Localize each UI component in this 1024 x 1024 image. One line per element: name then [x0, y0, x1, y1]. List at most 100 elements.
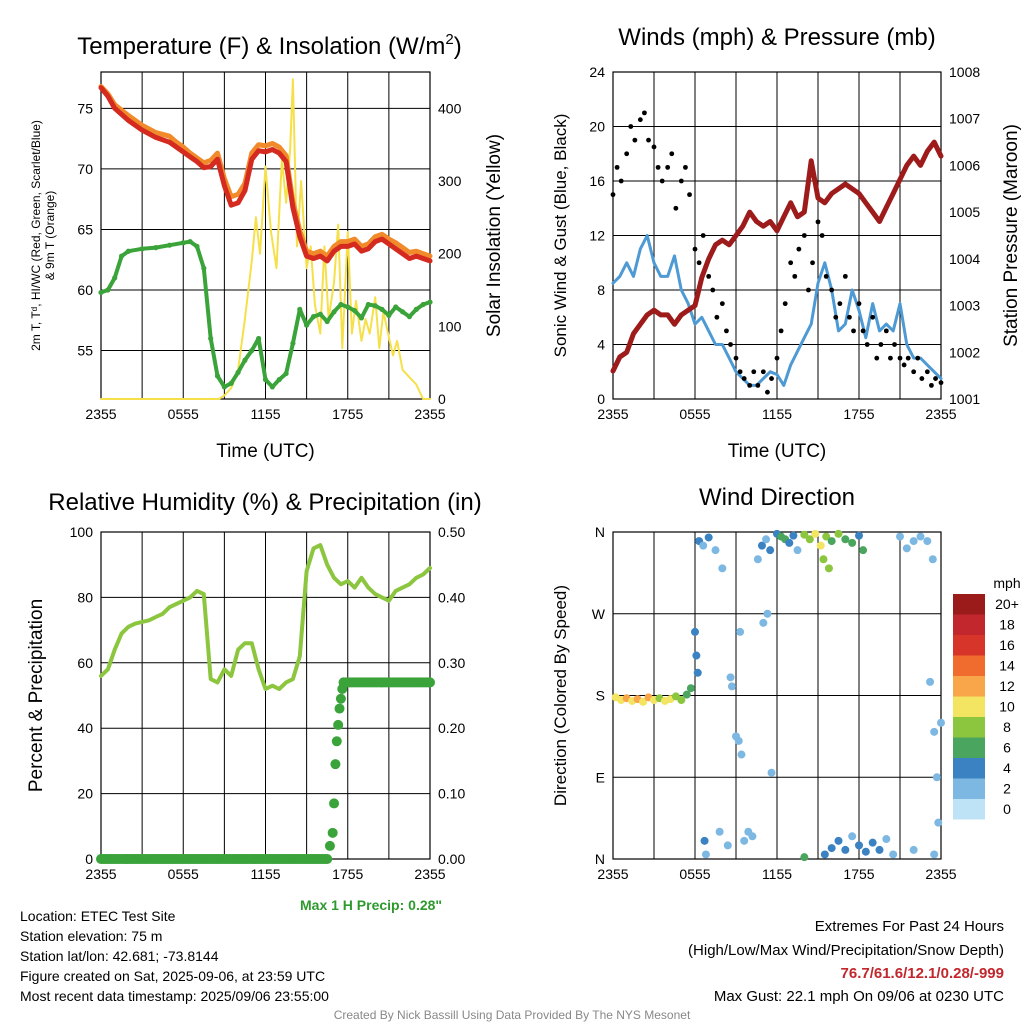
x-tick-label: 2355 — [85, 406, 116, 422]
title-close: ) — [454, 33, 462, 60]
x-tick-label: 0555 — [168, 866, 199, 882]
precip-annotation: Max 1 H Precip: 0.28" — [300, 897, 443, 913]
direction-point — [909, 845, 918, 854]
dewpoint-point — [112, 275, 118, 281]
gust-point — [673, 205, 679, 211]
x-tick-label: 1155 — [250, 866, 280, 882]
precip-point — [324, 840, 335, 851]
y2-tick-label: 0.40 — [438, 589, 465, 605]
dewpoint-point — [413, 306, 419, 312]
colorbar-swatch — [953, 799, 985, 820]
gust-point — [774, 355, 780, 361]
extremes-values: 76.7/61.6/12.1/0.28/-999 — [840, 965, 1004, 982]
y2-tick-label: 1008 — [949, 64, 980, 80]
gust-point — [760, 369, 766, 375]
colorbar-label: 8 — [1003, 719, 1011, 735]
gust-point — [751, 369, 757, 375]
dewpoint-point — [201, 265, 207, 271]
pressure-line — [610, 139, 944, 374]
gust-point — [782, 301, 788, 307]
dewpoint-point — [310, 314, 317, 320]
x-tick-label: 1755 — [332, 406, 363, 422]
chart-title: Wind Direction — [699, 484, 855, 511]
dewpoint-point — [105, 287, 111, 293]
y-tick-label: 20 — [589, 119, 605, 135]
colorbar-label: 16 — [999, 637, 1015, 653]
dewpoint-point — [262, 377, 269, 383]
x-tick-label: 1755 — [843, 866, 874, 882]
dewpoint-point — [386, 312, 392, 319]
dewpoint-point — [372, 303, 378, 309]
gust-point — [710, 287, 716, 293]
gust-point — [665, 164, 671, 170]
gust-point — [628, 124, 634, 129]
dewpoint-point — [249, 347, 255, 354]
direction-point — [889, 850, 898, 859]
colorbar-label: 0 — [1003, 801, 1011, 817]
y-axis-label: Direction (Colored By Speed) — [551, 585, 570, 806]
colorbar-label: 10 — [999, 699, 1015, 715]
colorbar-swatch — [953, 758, 985, 779]
gust-point — [724, 328, 729, 334]
x-tick-label: 1155 — [250, 406, 280, 422]
dewpoint-point — [118, 253, 125, 259]
gust-point — [878, 342, 884, 347]
direction-point — [848, 538, 857, 547]
dewpoint-point — [187, 238, 193, 245]
precip-point — [333, 719, 344, 730]
direction-point — [934, 818, 943, 827]
gust-point — [778, 328, 784, 334]
dewpoint-point — [235, 369, 241, 375]
dewpoint-point — [379, 306, 385, 312]
direction-point — [726, 673, 735, 682]
y-tick-label: 100 — [70, 524, 94, 540]
y-tick-label: 20 — [77, 786, 93, 802]
direction-point — [820, 850, 829, 859]
colorbar-label: 18 — [999, 617, 1015, 633]
direction-point — [861, 847, 870, 856]
dewpoint-point — [228, 380, 234, 386]
x-tick-label: 2355 — [925, 406, 956, 422]
gust-point — [864, 342, 870, 347]
gust-point — [796, 246, 802, 252]
colorbar-swatch — [953, 778, 985, 799]
gust-point — [687, 192, 692, 198]
gust-point — [610, 192, 616, 198]
direction-point — [711, 546, 720, 555]
direction-point — [902, 544, 911, 553]
figure-created: Figure created on Sat, 2025-09-06, at 23… — [20, 968, 326, 984]
direction-point — [827, 537, 836, 546]
gust-point — [819, 233, 825, 238]
gust-point — [614, 164, 620, 170]
y2-tick-label: 0.30 — [438, 655, 465, 671]
y2-tick-label: 1006 — [949, 157, 980, 173]
colorbar-swatch — [953, 614, 985, 635]
x-tick-label: 2355 — [85, 866, 116, 882]
y-tick-label: 60 — [77, 282, 93, 298]
station-location: Location: ETEC Test Site — [20, 908, 176, 924]
chart-title: Winds (mph) & Pressure (mb) — [618, 24, 935, 51]
direction-point — [762, 535, 771, 544]
x-tick-label: 1155 — [762, 406, 792, 422]
y-tick-label: 16 — [589, 173, 605, 189]
y2-tick-label: 0.50 — [438, 524, 465, 540]
chart-title: Temperature (F) & Insolation (W/m2) — [77, 31, 461, 60]
gust-point — [919, 376, 925, 381]
y2-tick-label: 400 — [438, 100, 462, 116]
chart-title: Relative Humidity (%) & Precipitation (i… — [48, 489, 481, 516]
x-tick-label: 2355 — [414, 866, 445, 882]
y2-tick-label: 0.20 — [438, 720, 465, 736]
y-axis-label: & 9m T (Orange) — [43, 191, 57, 281]
direction-point — [767, 768, 776, 777]
gust-point — [669, 151, 675, 157]
direction-point — [932, 773, 941, 782]
y2-tick-label: 300 — [438, 173, 462, 189]
y-tick-label: 70 — [77, 161, 93, 177]
gust-point — [892, 342, 897, 347]
precip-point — [330, 759, 341, 770]
y2-tick-label: 0.10 — [438, 786, 465, 802]
y2-tick-label: 200 — [438, 246, 462, 262]
y-axis-label: Percent & Precipitation — [26, 599, 47, 792]
dewpoint-point — [214, 373, 221, 379]
gust-point — [842, 273, 848, 279]
